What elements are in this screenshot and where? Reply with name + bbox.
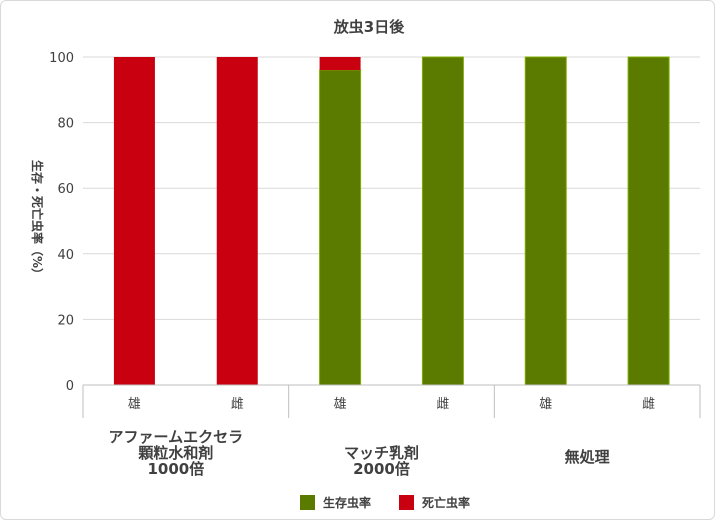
y-tick-label: 40 — [57, 248, 74, 263]
bar-segment — [113, 57, 155, 385]
legend-swatch — [399, 495, 414, 510]
bar-segment — [319, 57, 361, 71]
legend-item: 生存虫率 — [300, 495, 371, 510]
legend-swatch — [300, 495, 315, 510]
x-group-label: 1000倍 — [147, 460, 204, 478]
legend-item: 死亡虫率 — [399, 495, 470, 510]
x-tick-label: 雌 — [642, 396, 655, 412]
bar-segment — [421, 56, 464, 386]
chart-title: 放虫3日後 — [333, 18, 405, 36]
y-tick-label: 0 — [66, 379, 74, 394]
x-group-label: 顆粒水和剤 — [138, 444, 213, 462]
y-tick-labels: 0 20 40 60 80 100 — [49, 51, 74, 394]
x-tick-label: 雄 — [539, 397, 552, 412]
x-tick-label: 雄 — [128, 397, 141, 412]
legend: 生存虫率 死亡虫率 — [300, 495, 470, 510]
x-tick-label: 雌 — [231, 396, 244, 412]
y-tick-label: 100 — [49, 51, 74, 66]
bar-segment — [216, 57, 258, 385]
bar-segment — [524, 56, 567, 386]
y-tick-label: 80 — [57, 117, 74, 132]
x-group-label: マッチ乳剤 — [344, 444, 419, 462]
bars — [113, 56, 670, 386]
y-tick-label: 20 — [57, 313, 74, 328]
y-tick-label: 60 — [57, 182, 74, 197]
x-tick-label: 雄 — [334, 397, 347, 412]
gridlines — [83, 56, 700, 320]
bar-segment — [627, 56, 670, 386]
x-tick-label: 雌 — [436, 396, 449, 412]
legend-label: 死亡虫率 — [422, 495, 470, 510]
bar-segment — [319, 69, 362, 386]
x-group-label: アファームエクセラ — [109, 428, 244, 446]
x-group-label: 2000倍 — [353, 460, 410, 478]
legend-label: 生存虫率 — [323, 495, 371, 510]
x-group-label: 無処理 — [565, 448, 610, 466]
y-axis-label: 生存・死亡虫率（%） — [30, 160, 45, 280]
